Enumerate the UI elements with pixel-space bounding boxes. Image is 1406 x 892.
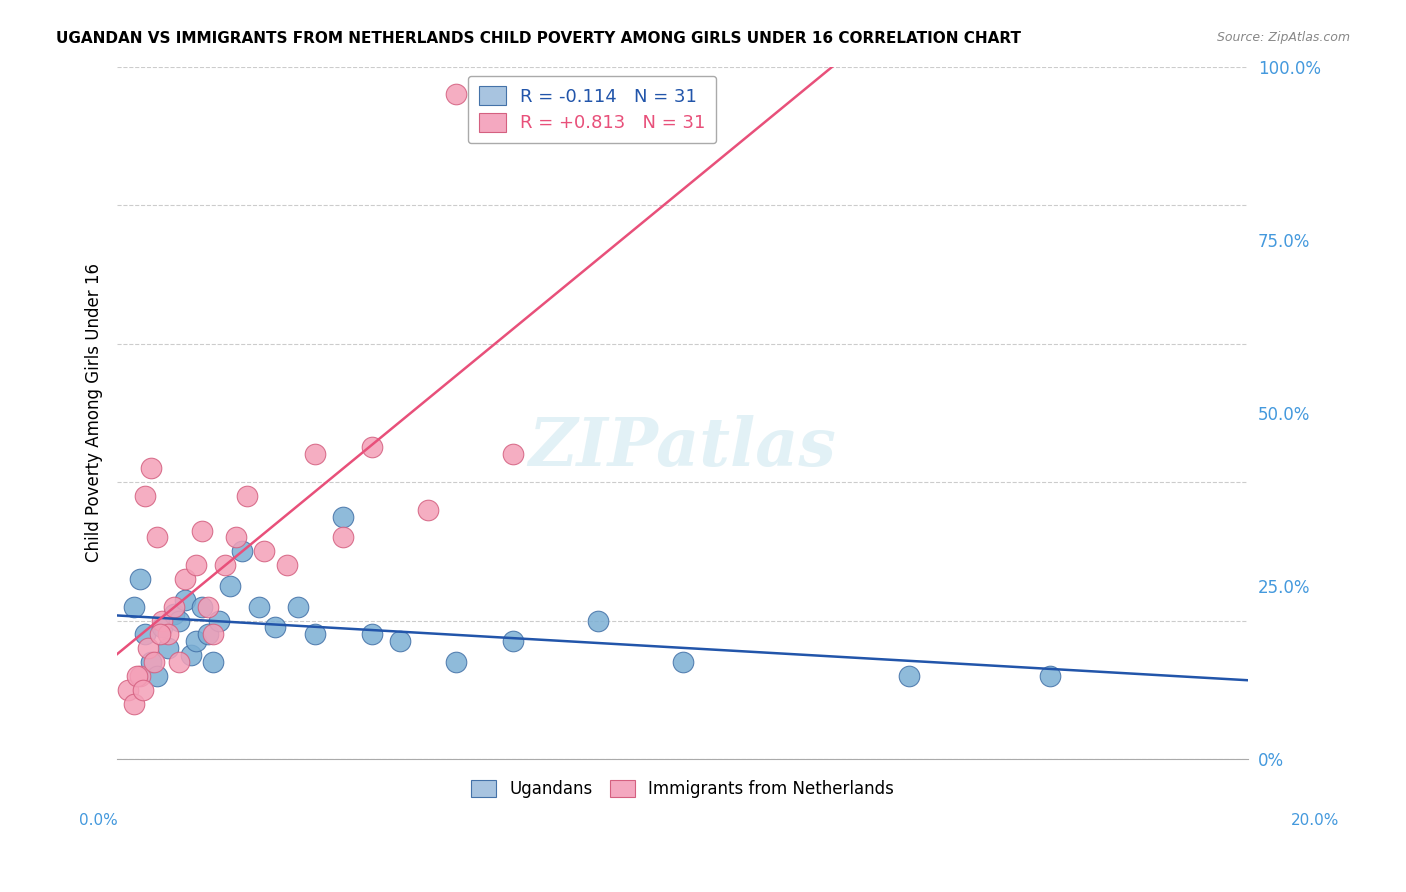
Point [214,558,236,573]
Point [446,655,468,669]
Point [671,655,693,669]
Point [163,599,186,614]
Point [276,558,298,573]
Point [202,627,225,641]
Point [304,627,326,641]
Point [388,634,411,648]
Point [897,669,920,683]
Point [157,627,180,641]
Point [197,627,219,641]
Point [139,461,162,475]
Point [142,655,165,669]
Point [152,620,174,634]
Point [122,599,145,614]
Point [304,447,326,461]
Point [236,489,259,503]
Point [174,572,197,586]
Text: 20.0%: 20.0% [1291,814,1339,828]
Point [125,669,148,683]
Point [191,524,214,538]
Point [152,614,174,628]
Point [163,607,186,621]
Point [117,682,139,697]
Text: UGANDAN VS IMMIGRANTS FROM NETHERLANDS CHILD POVERTY AMONG GIRLS UNDER 16 CORREL: UGANDAN VS IMMIGRANTS FROM NETHERLANDS C… [56,31,1021,46]
Point [502,634,524,648]
Point [332,509,354,524]
Point [208,614,231,628]
Point [360,627,382,641]
Point [145,531,167,545]
Legend: Ugandans, Immigrants from Netherlands: Ugandans, Immigrants from Netherlands [463,772,903,806]
Point [1039,669,1062,683]
Point [418,502,440,516]
Point [191,599,214,614]
Point [180,648,202,662]
Point [149,627,172,641]
Point [128,669,150,683]
Point [360,441,382,455]
Point [174,592,197,607]
Point [586,614,609,628]
Point [157,641,180,656]
Point [169,655,191,669]
Point [134,627,156,641]
Point [287,599,309,614]
Point [219,579,242,593]
Text: 0.0%: 0.0% [79,814,118,828]
Point [264,620,287,634]
Point [186,558,208,573]
Point [502,447,524,461]
Point [131,682,153,697]
Point [247,599,270,614]
Point [134,489,156,503]
Point [128,572,150,586]
Text: ZIPatlas: ZIPatlas [529,415,837,480]
Point [122,697,145,711]
Point [136,641,159,656]
Point [225,531,247,545]
Point [253,544,276,558]
Point [231,544,253,558]
Point [139,655,162,669]
Point [186,634,208,648]
Point [332,531,354,545]
Point [197,599,219,614]
Point [446,87,468,102]
Point [169,614,191,628]
Point [202,655,225,669]
Y-axis label: Child Poverty Among Girls Under 16: Child Poverty Among Girls Under 16 [86,263,103,562]
Text: Source: ZipAtlas.com: Source: ZipAtlas.com [1216,31,1350,45]
Point [145,669,167,683]
